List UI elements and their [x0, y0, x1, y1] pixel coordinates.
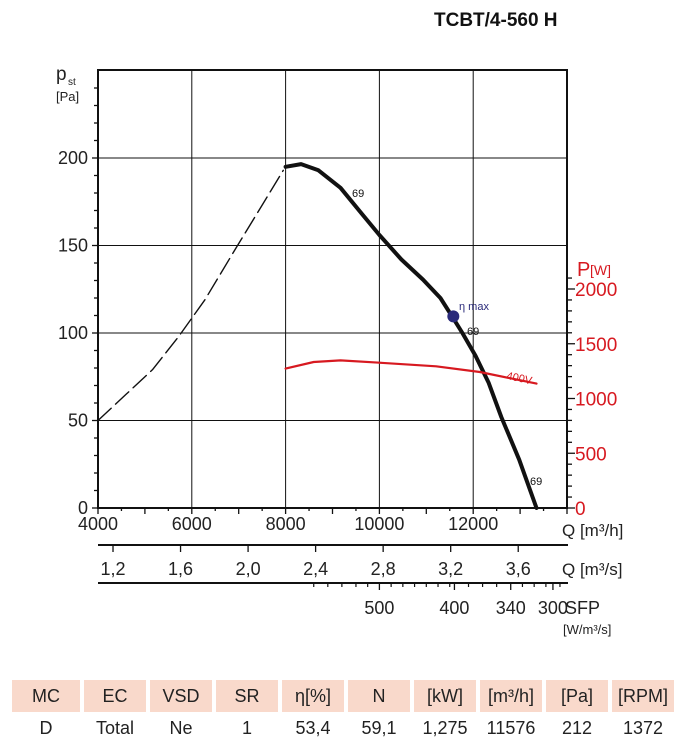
x-axis-title: Q [m³/h]	[562, 521, 623, 540]
table-header-cell: N	[348, 680, 410, 712]
table-header-cell: η[%]	[282, 680, 344, 712]
table-header-cell: [RPM]	[612, 680, 674, 712]
x-tick-label: 12000	[448, 514, 498, 534]
table-column: [Pa] 212	[546, 680, 608, 744]
table-value-cell: 53,4	[295, 718, 331, 738]
table-header-cell: SR	[216, 680, 278, 712]
eta-max-marker	[447, 310, 460, 323]
x-tick-label: 10000	[354, 514, 404, 534]
y-tick-label: 150	[58, 236, 88, 256]
q-m3s-tick-label: 2,4	[303, 559, 328, 579]
table-value-cell: Ne	[169, 718, 193, 738]
y2-tick-label: 1000	[575, 390, 617, 411]
y2-axis-unit: [W]	[590, 262, 611, 278]
power-400v	[284, 359, 538, 385]
sfp-tick-label: 300	[538, 598, 568, 618]
x-tick-label: 6000	[172, 514, 212, 534]
table-value-cell: 212	[561, 718, 593, 738]
table-header-cell: [Pa]	[546, 680, 608, 712]
sfp-axis-unit: [W/m³/s]	[563, 622, 611, 637]
table-value-cell: 59,1	[361, 718, 397, 738]
table-value-cell: Total	[95, 718, 135, 738]
q-m3s-axis-title: Q [m³/s]	[562, 560, 622, 579]
table-value-cell: D	[39, 718, 53, 738]
curve-label-69: 69	[530, 476, 542, 488]
sfp-tick-label: 400	[439, 598, 469, 618]
curve-label-69: 69	[352, 188, 364, 200]
plot-frame	[97, 69, 568, 509]
table-header-cell: VSD	[150, 680, 212, 712]
table-value-cell: 1,275	[422, 718, 468, 738]
curve-label-400v: 400V	[505, 370, 533, 387]
table-value-cell: 11576	[486, 718, 536, 738]
q-m3s-tick-label: 3,2	[438, 559, 463, 579]
y-tick-label: 0	[78, 498, 88, 518]
eta-max-label: η max	[459, 301, 489, 313]
y-axis-unit: [Pa]	[56, 89, 79, 104]
y2-tick-label: 1500	[575, 335, 617, 356]
y2-tick-label: 2000	[575, 280, 617, 301]
x-tick-label: 4000	[78, 514, 118, 534]
y-tick-label: 200	[58, 148, 88, 168]
x-tick-label: 8000	[266, 514, 306, 534]
y-tick-label: 100	[58, 323, 88, 343]
table-column: SR 1	[216, 680, 278, 744]
y2-axis-title: P	[577, 259, 590, 281]
sfp-axis-title: SFP	[565, 598, 600, 618]
q-m3s-tick-label: 2,8	[371, 559, 396, 579]
q-m3s-tick-label: 3,6	[506, 559, 531, 579]
q-m3s-tick-label: 2,0	[236, 559, 261, 579]
pressure-curve	[283, 162, 539, 510]
curve-label-69: 69	[467, 326, 479, 338]
q-m3s-tick-label: 1,6	[168, 559, 193, 579]
table-column: N 59,1	[348, 680, 410, 744]
y-axis-title: p	[56, 64, 67, 85]
table-column: [RPM] 1372	[612, 680, 674, 744]
table-column: [m³/h] 11576	[480, 680, 542, 744]
y-axis-title-sub: st	[68, 77, 76, 88]
table-value-cell: 1	[241, 718, 252, 738]
y2-tick-label: 500	[575, 444, 607, 465]
stall-region-dashed	[97, 169, 284, 422]
y-tick-label: 50	[68, 411, 88, 431]
table-header-cell: MC	[12, 680, 80, 712]
sfp-tick-label: 500	[364, 598, 394, 618]
q-m3s-tick-label: 1,2	[100, 559, 125, 579]
table-value-cell: 1372	[622, 718, 664, 738]
chart-title: TCBT/4-560 H	[434, 10, 558, 31]
sfp-tick-label: 340	[496, 598, 526, 618]
table-column: VSD Ne	[150, 680, 212, 744]
performance-table: MC D EC Total VSD Ne SR 1 η[%] 53,4 N 59,1 [kW] 1,275…	[12, 680, 674, 744]
table-column: η[%] 53,4	[282, 680, 344, 744]
table-header-cell: [m³/h]	[480, 680, 542, 712]
y2-tick-label: 0	[575, 499, 586, 520]
table-header-cell: [kW]	[414, 680, 476, 712]
table-column: EC Total	[84, 680, 146, 744]
table-header-cell: EC	[84, 680, 146, 712]
table-column: [kW] 1,275	[414, 680, 476, 744]
table-column: MC D	[12, 680, 80, 744]
